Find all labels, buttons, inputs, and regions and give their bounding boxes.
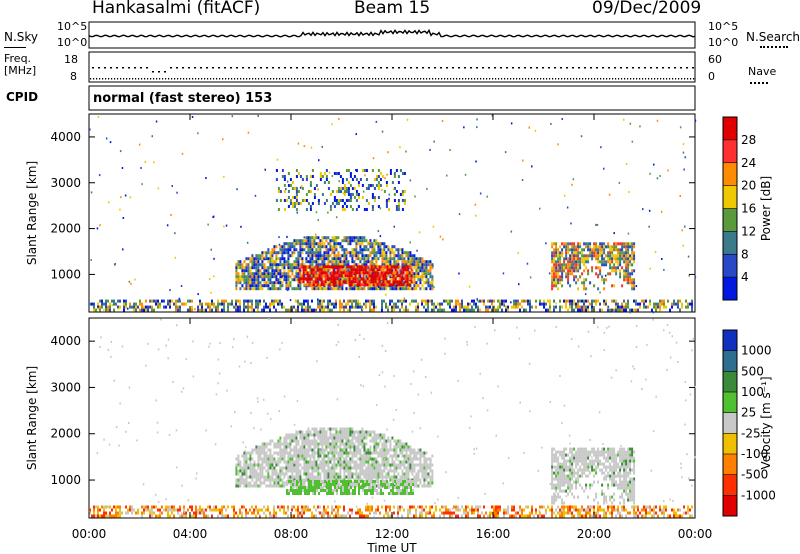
scatter-specks bbox=[96, 318, 697, 518]
data-region-mixed-low bbox=[89, 299, 693, 312]
colorbar-label: Power [dB] bbox=[759, 176, 773, 241]
beam-title: Beam 15 bbox=[354, 0, 431, 18]
colorbar-swatch bbox=[723, 277, 737, 300]
nsky-tick-low: 10^0 bbox=[57, 36, 88, 49]
nsky-tick-high: 10^5 bbox=[57, 20, 88, 33]
colorbar-swatch bbox=[723, 495, 737, 516]
cpid-text: normal (fast stereo) 153 bbox=[93, 91, 273, 106]
colorbar-swatch bbox=[723, 185, 737, 209]
nave-tick-low: 0 bbox=[708, 70, 715, 83]
colorbar-tick-label: 100 bbox=[741, 385, 764, 399]
colorbar-swatch bbox=[723, 454, 737, 475]
data-region-grey-patch bbox=[551, 447, 636, 505]
x-tick-label: 00:00 bbox=[678, 527, 713, 541]
y-axis-label: Slant Range [km] bbox=[25, 161, 39, 265]
nsky-legend-line bbox=[4, 47, 26, 48]
y-tick-label: 1000 bbox=[50, 473, 81, 487]
colorbar-tick-label: 25 bbox=[741, 406, 756, 420]
y-tick-label: 3000 bbox=[50, 380, 81, 394]
x-tick-label: 00:00 bbox=[72, 527, 107, 541]
y-tick-label: 3000 bbox=[50, 176, 81, 190]
freq-trace bbox=[92, 67, 694, 73]
colorbar-swatch bbox=[723, 350, 737, 372]
data-region-grey-arc bbox=[235, 427, 434, 488]
colorbar-tick-label: 20 bbox=[741, 179, 756, 193]
freq-tick-low: 8 bbox=[70, 70, 77, 83]
nsky-trace bbox=[88, 28, 696, 38]
nsky-label: N.Sky bbox=[4, 30, 39, 44]
x-tick-label: 20:00 bbox=[577, 527, 612, 541]
colorbar-swatch bbox=[723, 371, 737, 392]
data-region-patch bbox=[551, 242, 636, 291]
colorbar-swatch bbox=[723, 139, 737, 163]
colorbar-label: Velocity [m s⁻¹] bbox=[759, 376, 773, 469]
colorbar-swatch bbox=[723, 254, 737, 278]
nave-label: Nave bbox=[748, 65, 777, 78]
top-panel-frame bbox=[88, 51, 696, 83]
top-panel-frame bbox=[88, 21, 696, 49]
colorbar-swatch bbox=[723, 231, 737, 255]
scatter-specks bbox=[89, 114, 697, 314]
nave-trace bbox=[90, 78, 695, 80]
cpid-label: CPID bbox=[6, 90, 39, 104]
colorbar-tick-label: 16 bbox=[741, 202, 756, 216]
colorbar-tick-label: -100 bbox=[741, 447, 768, 461]
colorbar-tick-label: 24 bbox=[741, 156, 756, 170]
date-title: 09/Dec/2009 bbox=[592, 0, 702, 18]
colorbar-swatch bbox=[723, 330, 737, 351]
colorbar-swatch bbox=[723, 208, 737, 232]
colorbar-swatch bbox=[723, 392, 737, 413]
y-axis-label: Slant Range [km] bbox=[25, 366, 39, 470]
y-tick-label: 4000 bbox=[50, 334, 81, 348]
x-tick-label: 08:00 bbox=[274, 527, 309, 541]
colorbar-swatch bbox=[723, 412, 737, 434]
station-title: Hankasalmi (fitACF) bbox=[92, 0, 261, 18]
x-tick-label: 16:00 bbox=[476, 527, 511, 541]
data-region-strong bbox=[298, 265, 413, 287]
freq-label-2: [MHz] bbox=[4, 64, 37, 77]
nave-legend-line bbox=[750, 82, 768, 84]
nsearch-tick-low: 10^0 bbox=[708, 36, 739, 49]
y-tick-label: 2000 bbox=[50, 427, 81, 441]
x-tick-label: 04:00 bbox=[173, 527, 208, 541]
y-tick-label: 4000 bbox=[50, 130, 81, 144]
colorbar-swatch bbox=[723, 162, 737, 186]
top-panel-frame bbox=[88, 85, 696, 111]
colorbar-swatch bbox=[723, 117, 737, 140]
colorbar-frame bbox=[722, 329, 738, 517]
nsearch-tick-high: 10^5 bbox=[708, 20, 739, 33]
colorbar-tick-label: 8 bbox=[741, 247, 749, 261]
x-tick-label: 12:00 bbox=[375, 527, 410, 541]
nsearch-legend-line bbox=[760, 46, 788, 48]
colorbar-tick-label: -500 bbox=[741, 468, 768, 482]
x-axis-label: Time UT bbox=[366, 541, 417, 554]
nave-tick-high: 60 bbox=[708, 53, 722, 66]
nsearch-label: N.Search bbox=[746, 30, 800, 44]
freq-label-1: Freq. bbox=[4, 52, 32, 65]
colorbar-tick-label: 500 bbox=[741, 364, 764, 378]
colorbar-tick-label: -25 bbox=[741, 426, 761, 440]
data-region-ground bbox=[89, 505, 693, 518]
colorbar-tick-label: 12 bbox=[741, 224, 756, 238]
colorbar-swatch bbox=[723, 474, 737, 496]
y-tick-label: 2000 bbox=[50, 222, 81, 236]
colorbar-tick-label: 28 bbox=[741, 133, 756, 147]
colorbar-tick-label: 1000 bbox=[741, 344, 772, 358]
data-region-sparse bbox=[275, 169, 406, 211]
freq-tick-high: 18 bbox=[64, 53, 78, 66]
colorbar-tick-label: -1000 bbox=[741, 488, 776, 502]
colorbar-tick-label: 4 bbox=[741, 270, 749, 284]
y-tick-label: 1000 bbox=[50, 267, 81, 281]
colorbar-swatch bbox=[723, 433, 737, 454]
data-region-green bbox=[286, 480, 414, 495]
